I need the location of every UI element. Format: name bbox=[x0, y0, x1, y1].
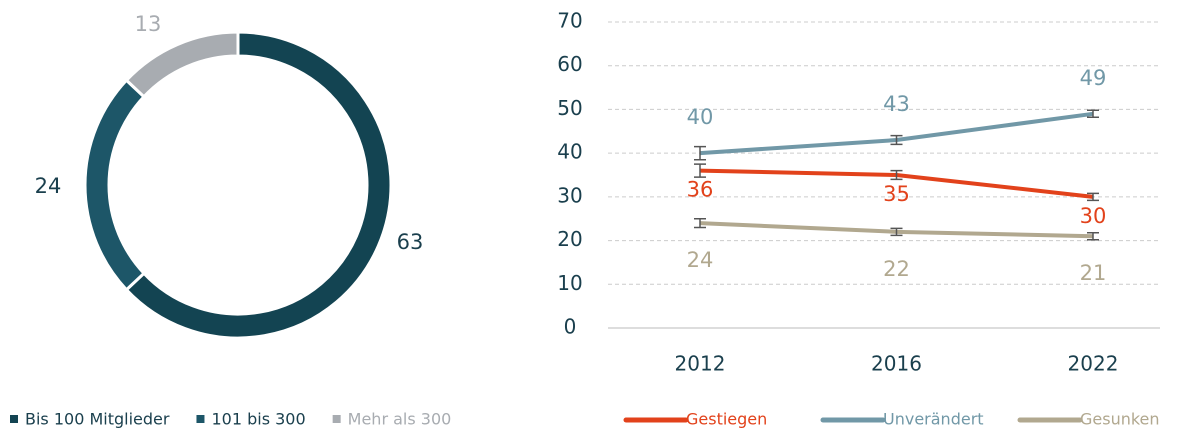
y-tick-label: 30 bbox=[557, 183, 582, 207]
y-tick-label: 60 bbox=[557, 52, 582, 76]
data-label: 24 bbox=[687, 248, 714, 272]
legend-label: Bis 100 Mitglieder bbox=[25, 410, 170, 429]
legend-label: Gestiegen bbox=[686, 410, 767, 429]
legend-label: Mehr als 300 bbox=[348, 410, 452, 429]
y-tick-label: 40 bbox=[557, 140, 582, 164]
x-tick-label: 2016 bbox=[871, 352, 922, 376]
data-label: 63 bbox=[397, 230, 424, 254]
legend-label: 101 bis 300 bbox=[211, 410, 305, 429]
y-tick-label: 50 bbox=[557, 96, 582, 120]
data-label: 22 bbox=[883, 257, 910, 281]
legend-label: Unverändert bbox=[883, 410, 984, 429]
data-label: 21 bbox=[1080, 261, 1107, 285]
y-tick-label: 70 bbox=[557, 9, 582, 33]
error-bar bbox=[694, 145, 706, 161]
legend-label: Gesunken bbox=[1080, 410, 1160, 429]
data-label: 40 bbox=[687, 105, 714, 129]
data-label: 49 bbox=[1080, 66, 1107, 90]
legend-swatch bbox=[10, 415, 18, 423]
error-bar bbox=[1087, 192, 1099, 202]
x-tick-label: 2012 bbox=[675, 352, 726, 376]
error-bar bbox=[694, 163, 706, 178]
error-bar bbox=[1087, 109, 1099, 119]
donut-segment bbox=[124, 30, 240, 99]
legend-swatch bbox=[332, 415, 341, 423]
y-tick-label: 20 bbox=[557, 227, 582, 251]
data-label: 35 bbox=[883, 182, 910, 206]
error-bar bbox=[890, 134, 903, 146]
data-label: 43 bbox=[883, 92, 910, 116]
error-bar bbox=[890, 169, 903, 181]
data-label: 24 bbox=[35, 174, 62, 198]
y-tick-label: 0 bbox=[564, 315, 577, 339]
x-tick-label: 2022 bbox=[1068, 352, 1119, 376]
error-bar bbox=[1087, 231, 1099, 241]
line bbox=[699, 111, 1094, 156]
donut-segment bbox=[124, 30, 393, 340]
data-label: 13 bbox=[135, 12, 162, 36]
y-tick-label: 10 bbox=[557, 271, 582, 295]
error-bar bbox=[694, 217, 706, 229]
data-label: 30 bbox=[1080, 204, 1107, 228]
error-bar bbox=[890, 227, 903, 237]
donut-segment bbox=[83, 78, 147, 292]
data-label: 36 bbox=[687, 178, 714, 202]
legend-swatch bbox=[196, 415, 205, 423]
